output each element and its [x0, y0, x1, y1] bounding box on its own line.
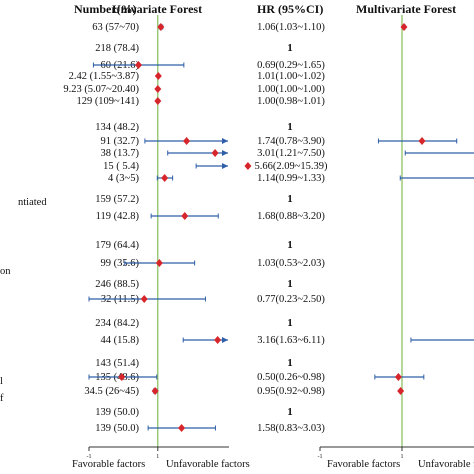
uni-tick-label-center: 1	[156, 454, 159, 460]
uni-point	[178, 424, 186, 432]
hr-reference-cell: 1	[287, 239, 293, 251]
number-cell: 143 (51.4)	[95, 358, 139, 369]
edge-label-lbl-c: l	[0, 376, 3, 387]
multi-tick-label-center: 1	[401, 454, 404, 460]
hr-cell: 0.69(0.29~1.65)	[257, 60, 325, 71]
number-cell: 218 (78.4)	[95, 43, 139, 54]
uni-ci-arrow	[222, 337, 228, 343]
hr-cell: 5.66(2.09~15.39)	[254, 161, 328, 172]
edge-label-lbl-b: on	[0, 266, 11, 277]
uni-point	[161, 174, 169, 182]
multi-point	[394, 373, 402, 381]
number-cell: 9.23 (5.07~20.40)	[63, 84, 139, 95]
uni-point	[155, 259, 163, 267]
uni-point	[135, 61, 143, 69]
number-cell: 119 (42.8)	[96, 211, 140, 222]
uni-point	[211, 149, 219, 157]
header-number: Number(%)	[74, 2, 137, 16]
number-cell: 139 (50.0)	[95, 423, 139, 434]
hr-reference-cell: 1	[287, 42, 293, 54]
uni-tick-label-left: -1	[87, 454, 92, 460]
number-cell: 63 (57~70)	[92, 22, 139, 33]
hr-cell: 1.06(1.03~1.10)	[257, 22, 325, 33]
hr-cell: 1.58(0.83~3.03)	[257, 423, 325, 434]
hr-cell: 1.74(0.78~3.90)	[257, 136, 325, 147]
edge-label-lbl-a: ntiated	[18, 197, 47, 208]
number-cell: 179 (64.4)	[95, 240, 139, 251]
uni-point	[154, 72, 162, 80]
hr-cell: 3.01(1.21~7.50)	[257, 148, 325, 159]
hr-cell: 1.01(1.00~1.02)	[257, 71, 325, 82]
hr-reference-cell: 1	[287, 193, 293, 205]
uni-point	[154, 85, 162, 93]
hr-cell: 1.14(0.99~1.33)	[257, 173, 325, 184]
uni-point	[214, 336, 222, 344]
uni-point	[157, 23, 165, 31]
header-multivariate-forest: Multivariate Forest	[356, 2, 457, 16]
number-cell: 91 (32.7)	[101, 136, 140, 147]
header-univariate-forest: Univariate Forest	[112, 2, 203, 16]
number-cell: 2.42 (1.55~3.87)	[69, 71, 140, 82]
multi-unfavorable-label: Unfavorable f	[418, 459, 474, 470]
hr-cell: 1.03(0.53~2.03)	[257, 258, 325, 269]
hr-cell: 3.16(1.63~6.11)	[257, 335, 325, 346]
uni-ci-arrow	[222, 150, 228, 156]
multi-point	[397, 387, 405, 395]
edge-label-lbl-d: f	[0, 393, 4, 404]
number-cell: 246 (88.5)	[95, 279, 139, 290]
header-hr-ci: HR (95%CI)	[257, 2, 324, 16]
number-cell: 129 (109~141)	[76, 96, 139, 107]
hr-cell: 0.50(0.26~0.98)	[257, 372, 325, 383]
uni-ci-arrow	[222, 138, 228, 144]
number-cell: 38 (13.7)	[101, 148, 140, 159]
number-cell: 234 (84.2)	[95, 318, 139, 329]
number-cell: 159 (57.2)	[95, 194, 139, 205]
multi-tick-label-left: -1	[318, 454, 323, 460]
hr-reference-cell: 1	[287, 121, 293, 133]
hr-cell: 1.68(0.88~3.20)	[257, 211, 325, 222]
hr-cell: 1.00(1.00~1.00)	[257, 84, 325, 95]
number-cell: 4 (3~5)	[108, 173, 140, 184]
number-cell: 15 ( 5.4)	[103, 161, 139, 172]
uni-point	[183, 137, 191, 145]
hr-reference-cell: 1	[287, 317, 293, 329]
multi-favorable-label: Favorable factors	[327, 459, 401, 470]
hr-cell: 0.77(0.23~2.50)	[257, 294, 325, 305]
uni-point	[181, 212, 189, 220]
number-cell: 34.5 (26~45)	[84, 386, 139, 397]
number-cell: 44 (15.8)	[101, 335, 140, 346]
hr-cell: 0.95(0.92~0.98)	[257, 386, 325, 397]
hr-reference-cell: 1	[287, 278, 293, 290]
number-cell: 139 (50.0)	[95, 407, 139, 418]
uni-ci-arrow	[222, 163, 228, 169]
uni-favorable-label: Favorable factors	[72, 459, 146, 470]
uni-point	[154, 97, 162, 105]
number-cell: 99 (35.6)	[101, 258, 140, 269]
uni-unfavorable-label: Unfavorable factors	[166, 459, 250, 470]
uni-point	[140, 295, 148, 303]
multi-point	[400, 23, 408, 31]
uni-point	[151, 387, 159, 395]
number-cell: 134 (48.2)	[95, 122, 139, 133]
multi-point	[418, 137, 426, 145]
hr-reference-cell: 1	[287, 357, 293, 369]
uni-point	[118, 373, 126, 381]
uni-point	[244, 162, 252, 170]
hr-cell: 1.00(0.98~1.01)	[257, 96, 325, 107]
hr-reference-cell: 1	[287, 406, 293, 418]
